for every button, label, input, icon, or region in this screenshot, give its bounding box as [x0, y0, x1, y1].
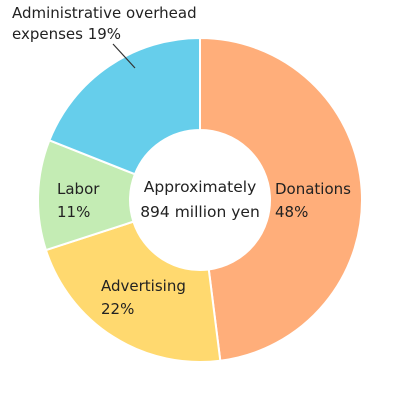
- advertising-label: Advertising: [101, 277, 186, 295]
- donations-value-label: 48%: [275, 203, 308, 221]
- advertising-slice: [44, 220, 222, 363]
- advertising-value-label: 22%: [101, 300, 134, 318]
- admin-overhead-label-line1: Administrative overhead: [12, 4, 197, 22]
- center-label-line2: 894 million yen: [140, 203, 260, 221]
- slices-group: [37, 36, 363, 363]
- donations-slice: [199, 36, 363, 362]
- labor-value-label: 11%: [57, 203, 90, 221]
- admin-overhead-leader-line: [112, 43, 136, 69]
- admin-overhead-label-line2: expenses 19%: [12, 25, 121, 43]
- donations-label: Donations: [275, 180, 351, 198]
- admin-overhead-slice: [48, 36, 201, 176]
- center-label-line1: Approximately: [144, 178, 257, 196]
- labor-label: Labor: [57, 180, 100, 198]
